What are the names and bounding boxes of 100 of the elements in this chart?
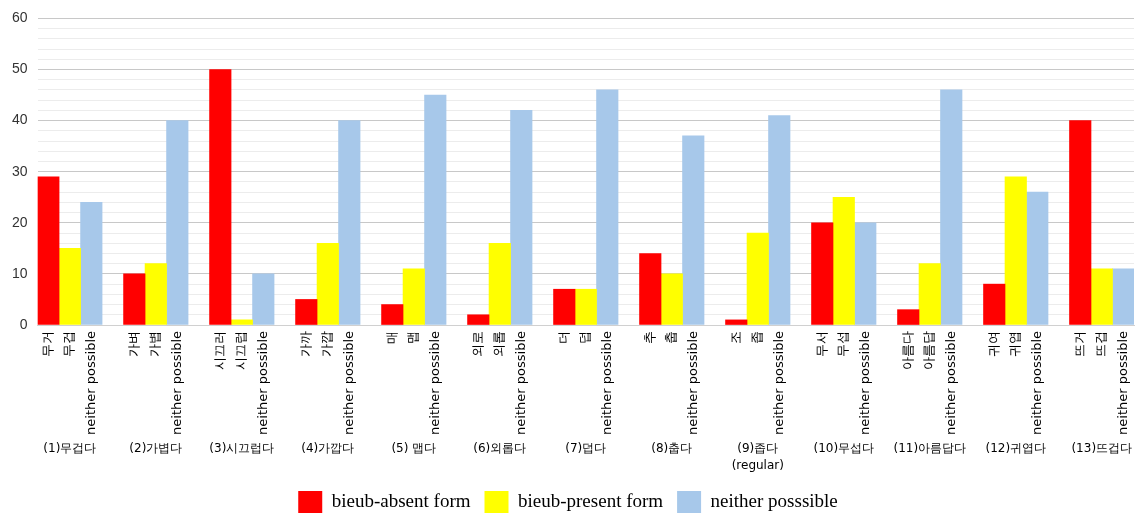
x-tick-label: neither possible — [168, 331, 184, 435]
x-tick-label: 덥 — [577, 331, 593, 344]
bar — [1026, 191, 1049, 325]
x-tick-label: 조 — [727, 331, 743, 344]
bar — [1112, 268, 1134, 325]
text: (11)아름답다 — [893, 441, 967, 456]
x-tick-label: 뜨거 — [1071, 331, 1087, 357]
x-tick-label: neither possible — [1114, 331, 1130, 435]
x-tick-label: neither possible — [254, 331, 270, 435]
x-tick-label: 춥 — [663, 331, 679, 344]
x-tick-label: 가까 — [297, 331, 313, 357]
bar — [897, 309, 920, 325]
bar — [467, 314, 490, 325]
x-tick-label: 귀엽 — [1007, 331, 1023, 357]
y-tick-label: 0 — [19, 315, 28, 332]
x-tick-label: 무서 — [813, 331, 829, 357]
text: (1)무겁다 — [43, 441, 97, 456]
bar — [553, 288, 576, 325]
bar — [574, 288, 597, 325]
bar — [381, 304, 404, 325]
bar — [402, 268, 425, 325]
x-tick-label: 뜨겁 — [1093, 331, 1109, 357]
bar — [144, 263, 167, 325]
text: (9)좁다 (regular) — [731, 441, 784, 473]
bar — [1090, 268, 1113, 325]
x-tick-label: neither possible — [512, 331, 528, 435]
text: (4)가깝다 — [301, 441, 355, 456]
x-tick-label: 가벼 — [125, 331, 141, 357]
x-tick-label: neither possible — [942, 331, 958, 435]
text: (8)춥다 — [651, 441, 693, 456]
bar — [1069, 120, 1092, 325]
x-tick-label: 가볍 — [147, 331, 163, 357]
x-tick-label: 맵 — [405, 331, 421, 344]
x-tick-label: neither possible — [684, 331, 700, 435]
bar — [639, 253, 662, 325]
bar — [338, 120, 361, 325]
x-tick-label: 외롭 — [491, 331, 507, 357]
x-tick-label: neither possible — [598, 331, 614, 435]
bar — [768, 115, 791, 325]
bar — [682, 135, 705, 325]
bar — [424, 94, 447, 325]
bar — [209, 69, 232, 325]
bar — [58, 248, 81, 325]
x-tick-label: neither possible — [340, 331, 356, 435]
bar — [230, 319, 253, 325]
bar — [811, 222, 834, 325]
x-tick-label: 좁 — [749, 331, 765, 344]
bar — [37, 176, 60, 325]
x-tick-label: 가깝 — [319, 331, 335, 357]
bar — [660, 273, 683, 325]
bar — [80, 202, 103, 325]
x-tick-label: 무겁 — [61, 331, 77, 357]
y-tick-label: 50 — [11, 60, 28, 77]
y-tick-label: 30 — [11, 162, 28, 179]
bar — [983, 283, 1006, 325]
x-tick-label: 외로 — [469, 331, 485, 357]
bar — [295, 299, 318, 325]
text: (13)뜨겁다 — [1071, 441, 1133, 456]
legend-label: bieub-absent form — [331, 489, 471, 511]
y-tick-label: 20 — [11, 213, 28, 230]
legend-label: neither posssible — [710, 489, 838, 511]
bar — [725, 319, 748, 325]
text: (10)무섭다 — [813, 441, 875, 456]
x-tick-label: 귀여 — [985, 331, 1001, 357]
bar — [166, 120, 189, 325]
bar — [252, 273, 275, 325]
bar — [596, 89, 619, 325]
x-tick-label: neither possible — [82, 331, 98, 435]
bar — [316, 242, 339, 325]
bar — [123, 273, 146, 325]
legend-label: bieub-present form — [518, 489, 664, 511]
text: (7)덥다 — [565, 441, 607, 456]
bar — [510, 110, 533, 325]
x-tick-label: neither possible — [1028, 331, 1044, 435]
bar — [746, 232, 769, 325]
x-tick-label: 더 — [555, 331, 571, 344]
x-tick-label: 시끄러 — [211, 331, 227, 370]
x-tick-label: 시끄럽 — [233, 331, 249, 370]
text: (12)귀엽다 — [985, 441, 1047, 456]
bar — [488, 242, 511, 325]
y-tick-label: 40 — [11, 111, 28, 128]
bar — [940, 89, 963, 325]
bar — [832, 196, 855, 325]
x-tick-label: 추 — [641, 331, 657, 344]
x-tick-label: 무거 — [39, 331, 55, 357]
x-tick-label: neither possible — [770, 331, 786, 435]
text: (5) 맵다 — [391, 441, 437, 456]
x-tick-label: neither possible — [856, 331, 872, 435]
x-tick-label: 매 — [383, 331, 399, 344]
x-tick-label: neither possible — [426, 331, 442, 435]
x-tick-label: 아름다 — [899, 331, 915, 370]
bar — [1004, 176, 1027, 325]
y-tick-label: 60 — [11, 9, 28, 26]
x-tick-label: 아름답 — [921, 331, 937, 370]
y-tick-label: 10 — [11, 264, 28, 281]
text: (2)가볍다 — [129, 441, 183, 456]
text: (3)시끄럽다 — [209, 441, 275, 456]
bar — [918, 263, 941, 325]
text: (6)외롭다 — [473, 441, 527, 456]
x-tick-label: 무섭 — [835, 331, 851, 357]
